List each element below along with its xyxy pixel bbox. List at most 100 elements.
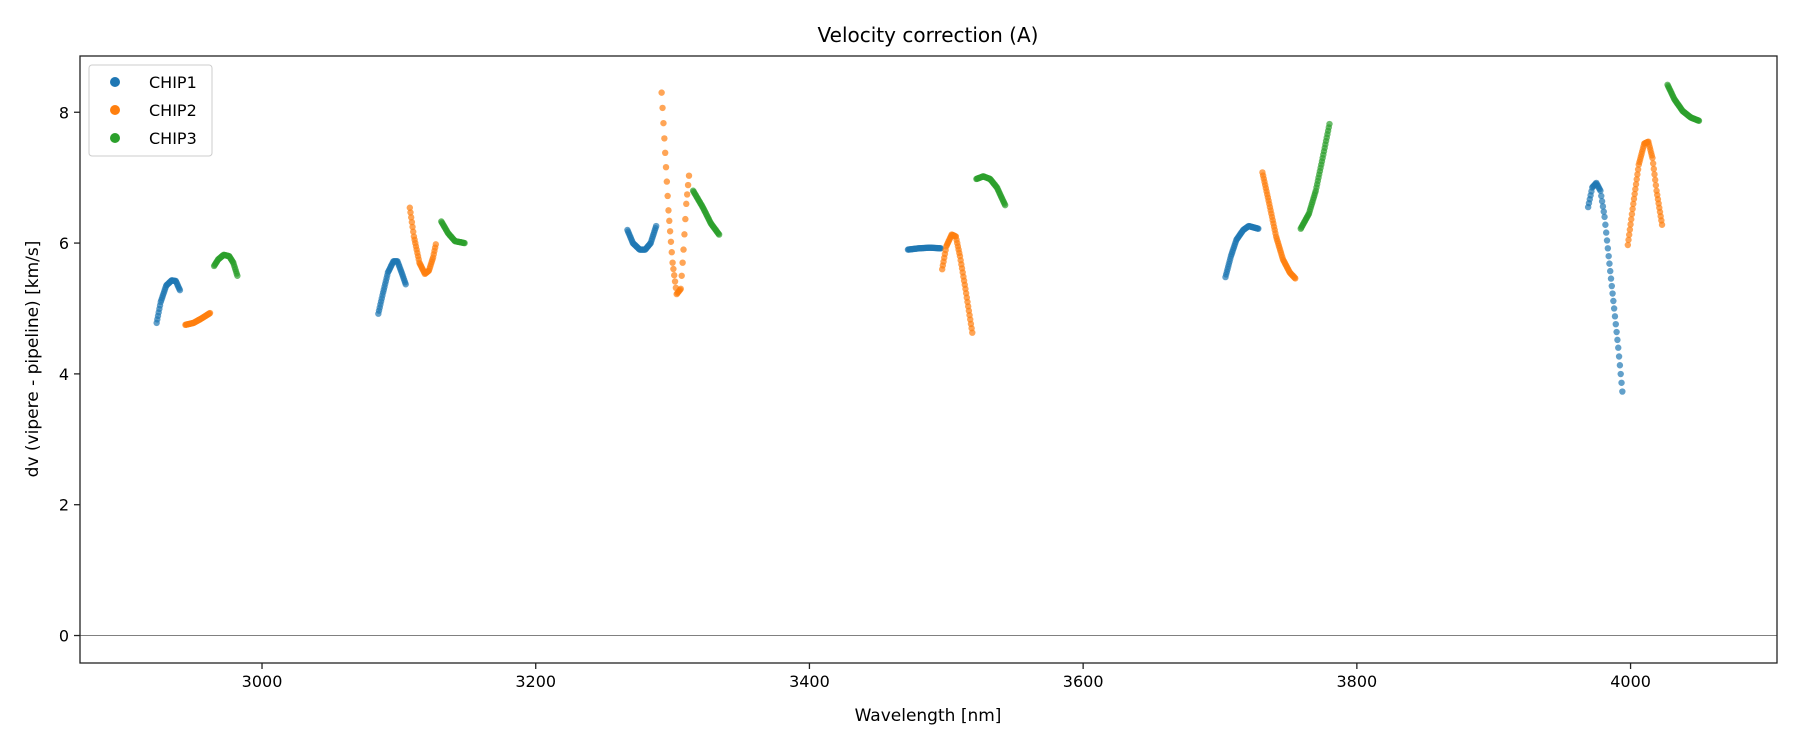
legend-marker-chip1 (110, 77, 120, 87)
data-point (677, 285, 684, 293)
data-point (685, 172, 693, 179)
data-point (1628, 210, 1636, 218)
legend-label-chip2: CHIP2 (149, 101, 197, 120)
data-point (406, 204, 414, 211)
data-point (679, 259, 686, 266)
data-point (1634, 171, 1641, 178)
data-point (661, 149, 669, 157)
x-tick-label: 3400 (789, 672, 830, 691)
data-point (1634, 166, 1642, 173)
data-point (206, 309, 214, 317)
data-point (407, 214, 415, 221)
data-point (681, 231, 688, 238)
data-point (1604, 245, 1612, 252)
data-points (153, 81, 1703, 395)
data-point (1606, 260, 1613, 267)
data-point (660, 119, 667, 127)
y-tick-label: 2 (59, 496, 69, 515)
data-point (1001, 201, 1009, 209)
data-point (1617, 370, 1624, 378)
data-point (1618, 379, 1625, 386)
data-point (684, 181, 692, 189)
data-point (1612, 320, 1619, 328)
data-point (1609, 290, 1616, 297)
data-point (1625, 231, 1633, 238)
axis-ticks: 3000 3200 3400 3600 3800 4000 0 2 4 6 8 (59, 103, 1651, 691)
data-point (432, 241, 440, 248)
data-point (666, 217, 673, 225)
data-point (1625, 236, 1632, 244)
data-point (1615, 353, 1623, 360)
data-point (662, 163, 670, 171)
data-point (652, 222, 660, 230)
data-point (668, 249, 675, 256)
data-point (1255, 225, 1262, 232)
data-point (1607, 267, 1614, 275)
data-point (1695, 117, 1703, 124)
data-point (1615, 344, 1622, 351)
data-point (667, 238, 675, 245)
data-point (408, 218, 416, 226)
data-point (671, 272, 678, 279)
series-chip2 (182, 89, 1666, 336)
data-point (1632, 181, 1640, 188)
data-point (658, 89, 665, 96)
data-point (409, 223, 416, 231)
data-point (1628, 216, 1635, 223)
data-point (715, 231, 723, 238)
data-point (407, 209, 414, 216)
data-point (1651, 176, 1659, 184)
data-point (663, 178, 671, 185)
chart-title: Velocity correction (A) (818, 23, 1039, 47)
data-point (669, 259, 676, 266)
series-chip1 (153, 179, 1626, 395)
data-point (1631, 190, 1638, 198)
data-point (1326, 120, 1333, 128)
data-point (1599, 203, 1607, 210)
data-point (1630, 200, 1637, 208)
data-point (661, 135, 668, 142)
data-point (1616, 362, 1624, 369)
data-point (670, 265, 677, 273)
series-chip3 (210, 81, 1703, 279)
data-point (1607, 275, 1615, 282)
data-point (1608, 282, 1615, 290)
data-point (1619, 388, 1626, 395)
data-point (410, 228, 417, 235)
data-point (1658, 221, 1666, 228)
y-axis-label: dv (vipere - pipeline) [km/s] (23, 241, 43, 478)
legend-label-chip1: CHIP1 (149, 73, 197, 92)
x-tick-label: 3600 (1063, 672, 1104, 691)
data-point (1597, 187, 1604, 194)
data-point (1649, 160, 1657, 167)
data-point (1649, 154, 1656, 162)
data-point (234, 272, 241, 279)
legend-frame (88, 64, 213, 157)
data-point (402, 281, 409, 288)
data-point (1603, 237, 1611, 244)
data-point (1633, 176, 1640, 183)
data-point (680, 246, 687, 253)
data-point (1613, 328, 1620, 336)
data-point (683, 200, 690, 208)
x-tick-label: 3200 (515, 672, 556, 691)
data-point (461, 239, 468, 247)
data-point (1605, 252, 1612, 260)
data-point (1600, 208, 1607, 215)
legend: CHIP1 CHIP2 CHIP3 (88, 64, 213, 157)
legend-marker-chip3 (110, 133, 120, 143)
x-tick-label: 3000 (242, 672, 283, 691)
x-tick-label: 3800 (1336, 672, 1377, 691)
data-point (1651, 171, 1658, 178)
data-point (664, 192, 671, 200)
data-point (1292, 275, 1299, 282)
data-point (683, 191, 691, 198)
data-point (1598, 198, 1606, 205)
data-point (1603, 229, 1610, 236)
data-point (1629, 205, 1636, 213)
data-point (1611, 313, 1619, 320)
data-point (176, 286, 184, 294)
data-point (682, 215, 689, 223)
data-point (666, 228, 674, 235)
data-point (1627, 221, 1634, 228)
